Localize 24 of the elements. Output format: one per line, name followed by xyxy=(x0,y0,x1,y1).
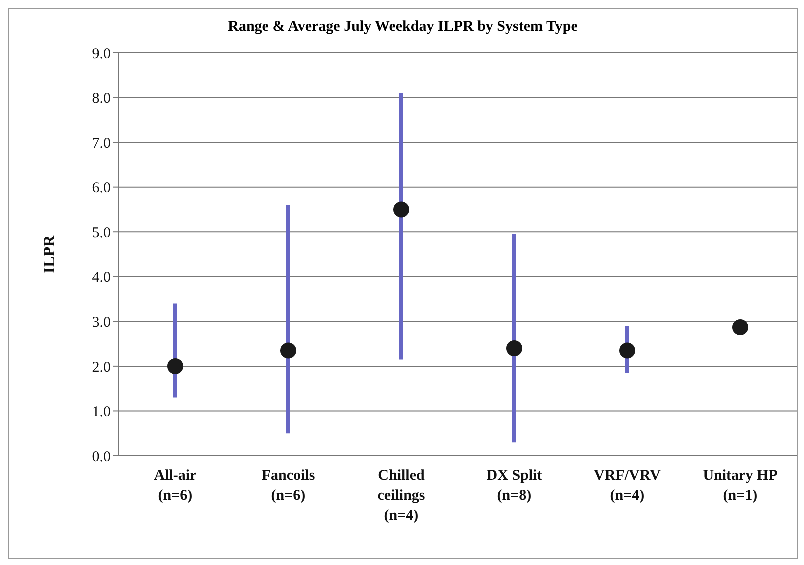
y-tick-label: 4.0 xyxy=(92,270,111,286)
y-tick-label: 9.0 xyxy=(92,46,111,62)
y-tick-label: 1.0 xyxy=(92,404,111,421)
point xyxy=(280,342,296,359)
y-tick-label: 8.0 xyxy=(92,91,111,108)
y-axis-title: ILPR xyxy=(42,234,59,274)
y-tick-label: 7.0 xyxy=(92,136,111,152)
chart-title: Range & Average July Weekday ILPR by System Type xyxy=(227,18,579,37)
point xyxy=(506,340,522,357)
x-tick-label: DX Split (n=8) xyxy=(486,468,542,504)
x-tick-label: VRF/VRV (n=4) xyxy=(594,468,662,504)
point xyxy=(732,319,748,336)
y-tick-label: 3.0 xyxy=(92,314,111,331)
y-tick-label: 6.0 xyxy=(92,180,111,197)
y-tick-label: 2.0 xyxy=(92,360,111,376)
x-tick-label: Unitary HP (n=1) xyxy=(703,468,778,504)
point xyxy=(620,342,636,359)
x-tick-label: Fancoils (n=6) xyxy=(262,468,316,504)
y-tick-label: 0.0 xyxy=(92,449,111,466)
point xyxy=(168,358,184,374)
point xyxy=(394,202,410,218)
x-tick-label: Chilled ceilings (n=4) xyxy=(378,468,426,524)
x-tick-label: All-air (n=6) xyxy=(154,468,198,504)
y-tick-label: 5.0 xyxy=(92,225,111,242)
